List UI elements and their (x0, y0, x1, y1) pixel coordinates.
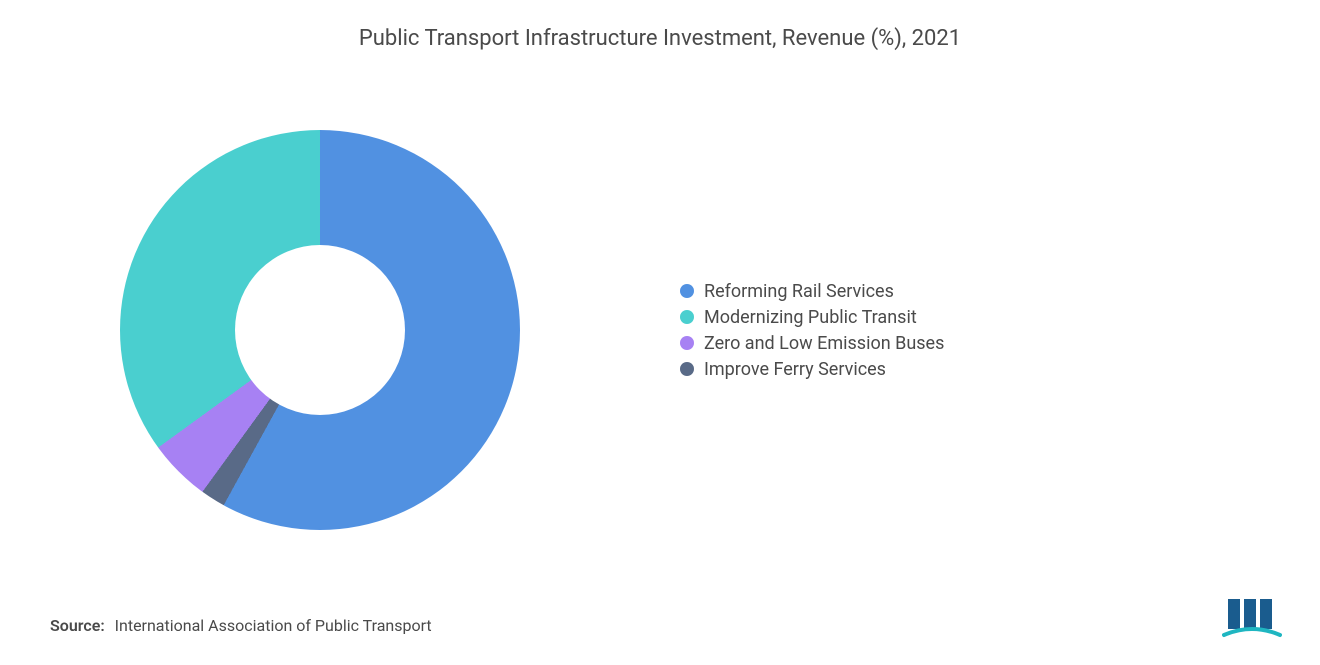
chart-title: Public Transport Infrastructure Investme… (0, 26, 1320, 51)
legend-swatch (680, 362, 694, 376)
legend-swatch (680, 284, 694, 298)
legend: Reforming Rail Services Modernizing Publi… (640, 276, 1320, 385)
logo-bar-2 (1244, 599, 1256, 629)
source-label: Source: (50, 616, 105, 635)
legend-label: Improve Ferry Services (704, 359, 886, 380)
legend-label: Reforming Rail Services (704, 281, 894, 302)
donut-chart (120, 130, 520, 530)
legend-swatch (680, 310, 694, 324)
legend-item: Modernizing Public Transit (680, 307, 1320, 328)
logo-bar-1 (1228, 599, 1240, 629)
legend-item: Reforming Rail Services (680, 281, 1320, 302)
legend-swatch (680, 336, 694, 350)
donut-wrap (0, 90, 640, 570)
logo-bar-3 (1260, 599, 1272, 629)
legend-item: Improve Ferry Services (680, 359, 1320, 380)
source-text: International Association of Public Tran… (115, 616, 432, 635)
logo-swoosh (1224, 629, 1280, 635)
legend-label: Modernizing Public Transit (704, 307, 917, 328)
source-line: Source: International Association of Pub… (50, 616, 432, 635)
legend-label: Zero and Low Emission Buses (704, 333, 944, 354)
legend-item: Zero and Low Emission Buses (680, 333, 1320, 354)
donut-hole (235, 245, 405, 415)
brand-logo (1222, 595, 1282, 643)
chart-row: Reforming Rail Services Modernizing Publi… (0, 90, 1320, 570)
